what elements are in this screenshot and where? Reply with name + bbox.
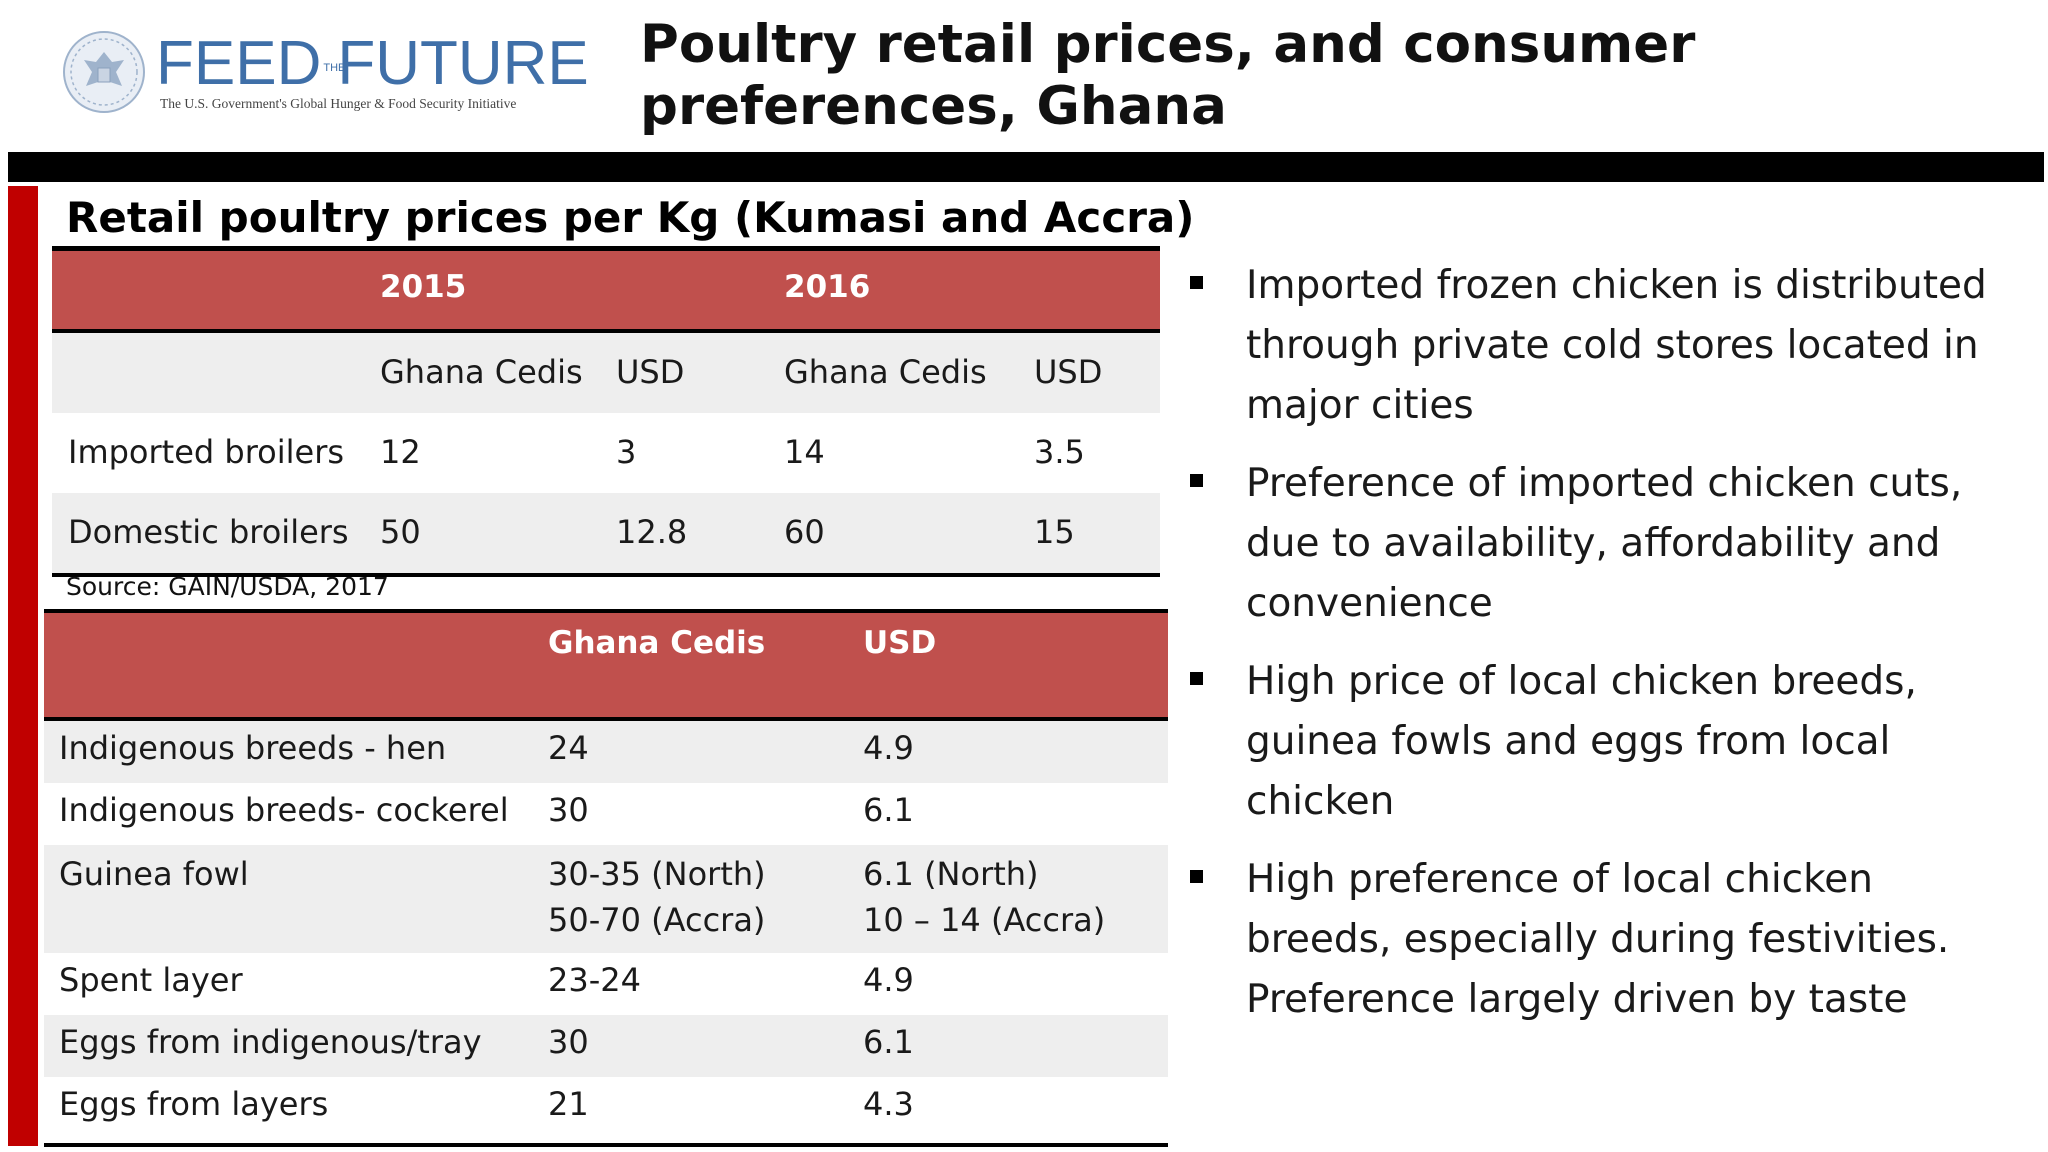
subheader-usd-2015: USD [616,353,685,391]
row-label: Domestic broilers [68,513,349,551]
cell-value: 24 [548,729,589,767]
cell-value: 50 [380,513,421,551]
retail-prices-table: 2015 2016 Ghana Cedis USD Ghana Cedis US… [52,246,1160,577]
subheader-cedis-2016: Ghana Cedis [784,353,987,391]
year-header-2015: 2015 [380,269,467,305]
cell-value: 50-70 (Accra) [548,901,766,939]
cell-value: 15 [1034,513,1075,551]
us-seal-icon [63,31,145,113]
table-row: Eggs from indigenous/tray 30 6.1 [44,1015,1168,1077]
cell-value: 14 [784,433,825,471]
table-top-rule [44,609,1168,613]
year-header-2016: 2016 [784,269,871,305]
subheader-usd-2016: USD [1034,353,1103,391]
cell-value: 30 [548,791,589,829]
list-item: High price of local chicken breeds, guin… [1190,652,2030,832]
local-prices-table: Ghana Cedis USD Indigenous breeds - hen … [44,609,1168,1147]
table-bottom-rule [44,1143,1168,1147]
cell-value: 12.8 [616,513,688,551]
table-header-row: 2015 2016 [52,251,1160,333]
cell-value: 3.5 [1034,433,1085,471]
cell-value: 30 [548,1023,589,1061]
cell-value: 30-35 (North) [548,855,766,893]
header-usd: USD [863,625,937,661]
cell-value: 4.3 [863,1085,914,1123]
row-label: Eggs from layers [59,1085,329,1123]
row-label: Indigenous breeds - hen [59,729,447,767]
bullet-text: High price of local chicken breeds, guin… [1246,659,1917,824]
bullet-list: Imported frozen chicken is distributed t… [1190,256,2030,1048]
table-row: Spent layer 23-24 4.9 [44,953,1168,1015]
table-row: Guinea fowl 30-35 (North) 50-70 (Accra) … [44,845,1168,953]
bullet-text: Preference of imported chicken cuts, due… [1246,461,1963,626]
table-bottom-rule [52,573,1160,577]
row-label: Imported broilers [68,433,345,471]
square-bullet-icon [1190,276,1203,289]
feed-the-future-logo: FEED THEFUTURE The U.S. Government's Glob… [62,28,589,120]
cell-value: 12 [380,433,421,471]
list-item: High preference of local chicken breeds,… [1190,850,2030,1030]
accent-side-bar [8,186,38,1146]
table-row: Eggs from layers 21 4.3 [44,1077,1168,1143]
cell-value: 4.9 [863,729,914,767]
cell-value: 23-24 [548,961,641,999]
title-divider [8,152,2044,182]
logo-tagline: The U.S. Government's Global Hunger & Fo… [160,96,517,111]
page-title: Poultry retail prices, and consumer pref… [640,14,1696,137]
cell-value: 4.9 [863,961,914,999]
list-item: Preference of imported chicken cuts, due… [1190,454,2030,634]
row-label: Guinea fowl [59,855,249,893]
square-bullet-icon [1190,672,1203,685]
cell-value: 60 [784,513,825,551]
table-header-row: Ghana Cedis USD [44,613,1168,721]
row-label: Eggs from indigenous/tray [59,1023,482,1061]
row-label: Spent layer [59,961,243,999]
bullet-text: Imported frozen chicken is distributed t… [1246,263,1987,428]
table-row: Imported broilers 12 3 14 3.5 [52,413,1160,493]
source-note: Source: GAIN/USDA, 2017 [66,572,389,601]
cell-value: 21 [548,1085,589,1123]
subheader-row: Ghana Cedis USD Ghana Cedis USD [52,333,1160,413]
cell-value: 6.1 [863,791,914,829]
subheader-cedis-2015: Ghana Cedis [380,353,583,391]
cell-value: 6.1 (North) [863,855,1039,893]
square-bullet-icon [1190,870,1203,883]
table-row: Indigenous breeds- cockerel 30 6.1 [44,783,1168,845]
row-label: Indigenous breeds- cockerel [59,791,509,829]
logo-wordmark: FEED THEFUTURE [156,29,589,98]
cell-value: 10 – 14 (Accra) [863,901,1106,939]
cell-value: 3 [616,433,637,471]
list-item: Imported frozen chicken is distributed t… [1190,256,2030,436]
table-heading: Retail poultry prices per Kg (Kumasi and… [66,193,1195,242]
table-row: Domestic broilers 50 12.8 60 15 [52,493,1160,573]
square-bullet-icon [1190,474,1203,487]
cell-value: 6.1 [863,1023,914,1061]
table-top-rule [52,246,1160,251]
table-row: Indigenous breeds - hen 24 4.9 [44,721,1168,783]
bullet-text: High preference of local chicken breeds,… [1246,857,1950,1022]
header-cedis: Ghana Cedis [548,625,766,661]
